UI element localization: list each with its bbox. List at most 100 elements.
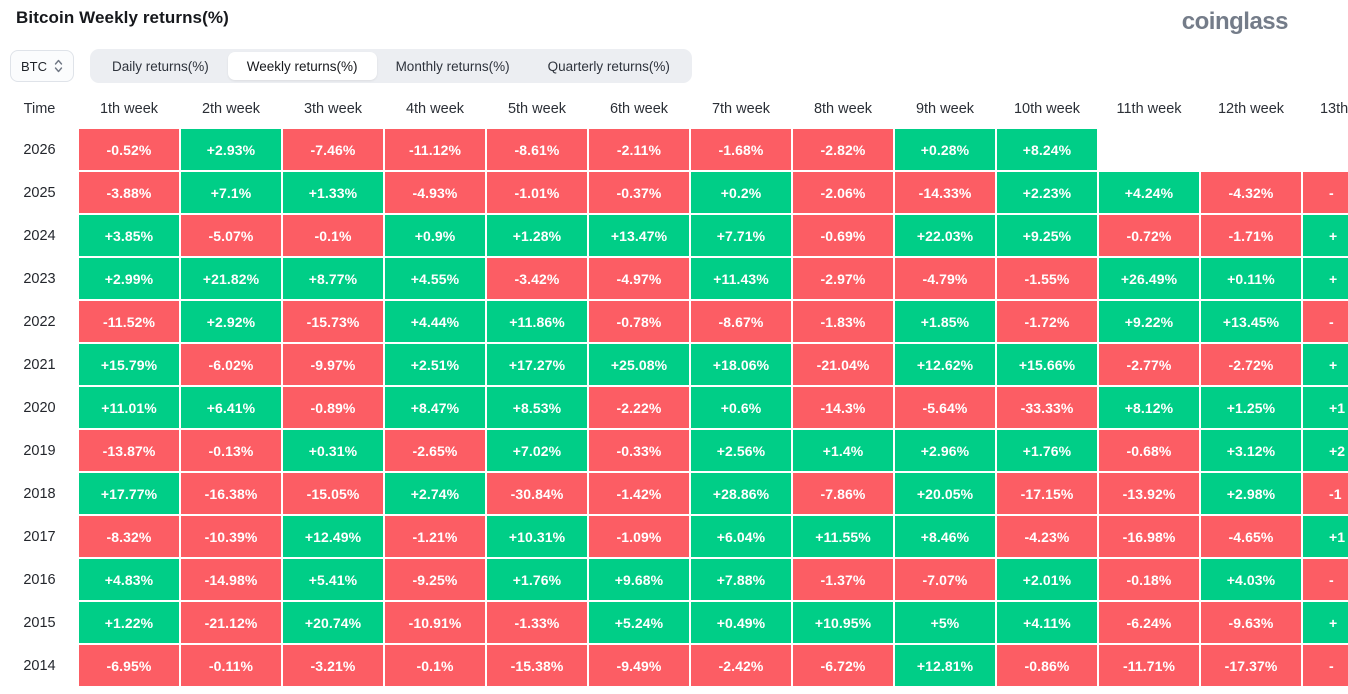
return-cell: +12.49%	[283, 516, 383, 557]
return-cell: +13.47%	[589, 215, 689, 256]
return-cell: -13.87%	[79, 430, 179, 471]
year-label: 2025	[23, 184, 56, 201]
return-cell: -0.68%	[1099, 430, 1199, 471]
return-cell: +9.22%	[1099, 301, 1199, 342]
return-cell: +	[1303, 344, 1348, 385]
return-cell: +1.76%	[997, 430, 1097, 471]
return-cell: +8.46%	[895, 516, 995, 557]
return-cell: +2.01%	[997, 559, 1097, 600]
return-cell: -7.46%	[283, 129, 383, 170]
return-cell: -1.71%	[1201, 215, 1301, 256]
return-cell: -8.32%	[79, 516, 179, 557]
tab-0[interactable]: Daily returns(%)	[112, 58, 209, 74]
return-cell: +	[1303, 258, 1348, 299]
return-cell: -17.15%	[997, 473, 1097, 514]
return-cell: +2.51%	[385, 344, 485, 385]
year-label: 2019	[23, 442, 56, 459]
return-cell: -2.77%	[1099, 344, 1199, 385]
return-cell: -5.64%	[895, 387, 995, 428]
return-cell: +11.01%	[79, 387, 179, 428]
return-cell: -3.88%	[79, 172, 179, 213]
return-cell: -1	[1303, 473, 1348, 514]
return-cell: +7.1%	[181, 172, 281, 213]
return-cell: -1.09%	[589, 516, 689, 557]
return-cell: -4.65%	[1201, 516, 1301, 557]
column-header: 11th week	[1116, 101, 1182, 117]
year-label: 2014	[23, 657, 56, 674]
coinglass-logo[interactable]: coinglass	[1181, 8, 1289, 35]
return-cell: +8.47%	[385, 387, 485, 428]
return-cell: +26.49%	[1099, 258, 1199, 299]
return-cell: +0.6%	[691, 387, 791, 428]
return-cell: -11.12%	[385, 129, 485, 170]
return-cell: -30.84%	[487, 473, 587, 514]
return-cell: -4.23%	[997, 516, 1097, 557]
tab-3[interactable]: Quarterly returns(%)	[547, 58, 670, 74]
return-cell: +17.77%	[79, 473, 179, 514]
symbol-select[interactable]: BTC	[10, 50, 74, 82]
return-cell: -0.33%	[589, 430, 689, 471]
table-row: 2019 -13.87% -0.13% +0.31% -2.65% +7.02% -0.33…	[0, 430, 1348, 471]
topbar: Bitcoin Weekly returns(%) coinglass	[0, 0, 1348, 34]
return-cell: +2.74%	[385, 473, 485, 514]
column-header: 5th week	[507, 101, 567, 117]
return-cell: +20.05%	[895, 473, 995, 514]
return-cell: -2.97%	[793, 258, 893, 299]
return-cell: +2.96%	[895, 430, 995, 471]
year-label: 2020	[23, 399, 56, 416]
return-cell: -0.78%	[589, 301, 689, 342]
return-cell: +5%	[895, 602, 995, 643]
return-cell: -2.72%	[1201, 344, 1301, 385]
return-cell: -15.73%	[283, 301, 383, 342]
return-cell: -17.37%	[1201, 645, 1301, 686]
sort-updown-icon	[54, 59, 63, 73]
table-row: 2022 -11.52% +2.92% -15.73% +4.44% +11.86% -0.…	[0, 301, 1348, 342]
column-header: 8th week	[813, 101, 873, 117]
return-cell: +1.25%	[1201, 387, 1301, 428]
return-cell: +7.71%	[691, 215, 791, 256]
return-cell: +15.79%	[79, 344, 179, 385]
return-cell: +2.23%	[997, 172, 1097, 213]
return-cell: +0.31%	[283, 430, 383, 471]
return-cell: -8.61%	[487, 129, 587, 170]
return-cell: +1.85%	[895, 301, 995, 342]
return-cell: -10.91%	[385, 602, 485, 643]
return-cell: -0.69%	[793, 215, 893, 256]
year-label: 2016	[23, 571, 56, 588]
table-row: 2018 +17.77% -16.38% -15.05% +2.74% -30.84% -1…	[0, 473, 1348, 514]
table-row: 2025 -3.88% +7.1% +1.33% -4.93% -1.01% -0.37% +…	[0, 172, 1348, 213]
tab-2[interactable]: Monthly returns(%)	[395, 58, 510, 74]
table-row: 2020 +11.01% +6.41% -0.89% +8.47% +8.53% -2.22…	[0, 387, 1348, 428]
return-cell: -0.13%	[181, 430, 281, 471]
tab-1[interactable]: Weekly returns(%)	[227, 52, 377, 80]
return-cell: +20.74%	[283, 602, 383, 643]
table-row: 2017 -8.32% -10.39% +12.49% -1.21% +10.31% -1.…	[0, 516, 1348, 557]
return-cell: +1.76%	[487, 559, 587, 600]
return-cell: +8.12%	[1099, 387, 1199, 428]
return-cell: +28.86%	[691, 473, 791, 514]
return-cell: +1	[1303, 387, 1348, 428]
column-header: 7th week	[711, 101, 771, 117]
return-cell: -1.72%	[997, 301, 1097, 342]
return-cell: +0.9%	[385, 215, 485, 256]
table-row: 2015 +1.22% -21.12% +20.74% -10.91% -1.33% +5.…	[0, 602, 1348, 643]
return-cell: -	[1303, 645, 1348, 686]
return-cell: +9.68%	[589, 559, 689, 600]
return-cell: -1.21%	[385, 516, 485, 557]
return-cell: -0.89%	[283, 387, 383, 428]
return-cell: +0.2%	[691, 172, 791, 213]
return-cell: +2.99%	[79, 258, 179, 299]
return-cell: +4.55%	[385, 258, 485, 299]
return-cell: +0.11%	[1201, 258, 1301, 299]
column-header: 12th week	[1217, 101, 1285, 117]
return-cell: +8.53%	[487, 387, 587, 428]
return-cell: +12.62%	[895, 344, 995, 385]
return-cell: +7.88%	[691, 559, 791, 600]
return-cell: -14.33%	[895, 172, 995, 213]
return-cell: +18.06%	[691, 344, 791, 385]
return-cell: +2	[1303, 430, 1348, 471]
return-cell: -14.3%	[793, 387, 893, 428]
return-cell: +7.02%	[487, 430, 587, 471]
table-row: 2014 -6.95% -0.11% -3.21% -0.1% -15.38% -9.49%…	[0, 645, 1348, 686]
